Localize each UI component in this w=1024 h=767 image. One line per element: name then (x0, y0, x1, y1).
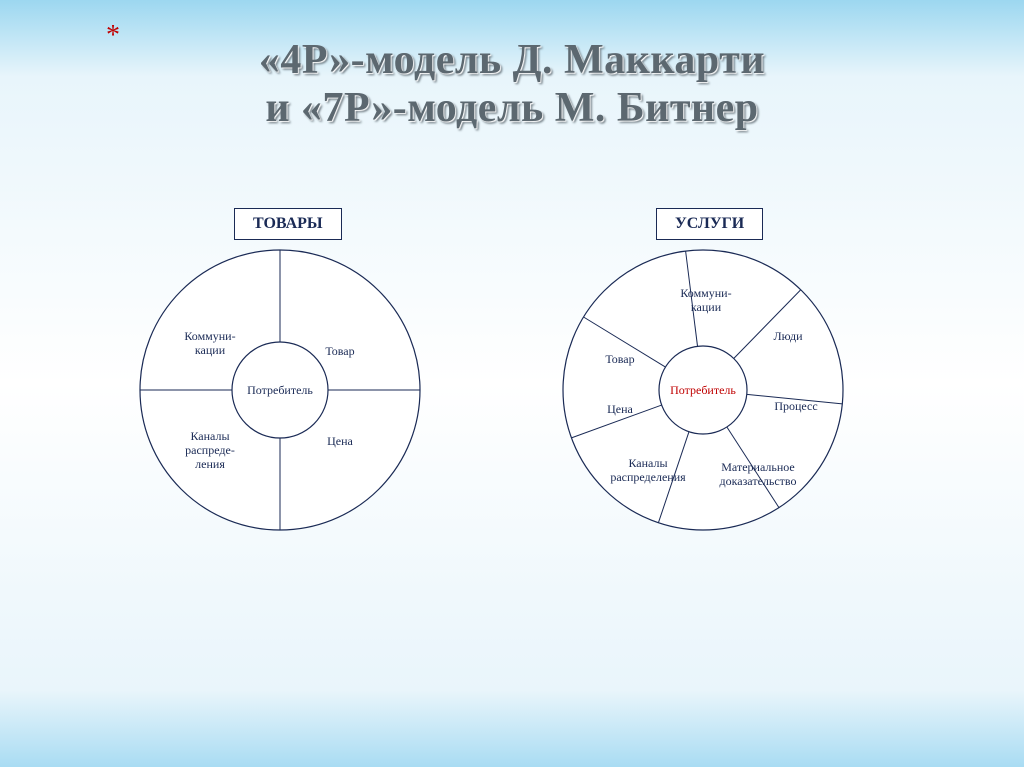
right-section-label: УСЛУГИ (656, 208, 763, 240)
segment-label: Товар (605, 352, 634, 366)
segment-label: Процесс (774, 399, 817, 413)
left-section-label: ТОВАРЫ (234, 208, 342, 240)
segment-label: Товар (325, 344, 354, 358)
segment-label: Цена (327, 434, 353, 448)
segment-label: Цена (607, 402, 633, 416)
segment-label: Материальноедоказательство (719, 460, 796, 488)
center-label: Потребитель (247, 383, 313, 397)
right-diagram: ПотребительКоммуни-кацииЛюдиПроцессМатер… (558, 245, 848, 535)
left-diagram: ПотребительТоварЦенаКаналыраспреде-ления… (135, 245, 425, 535)
slide-title: «4Р»-модель Д. Маккарти и «7Р»-модель М.… (0, 36, 1024, 132)
center-label: Потребитель (670, 383, 736, 397)
title-line2: и «7Р»-модель М. Битнер (0, 84, 1024, 132)
segment-label: Люди (773, 329, 803, 343)
title-line1: «4Р»-модель Д. Маккарти (259, 37, 765, 83)
